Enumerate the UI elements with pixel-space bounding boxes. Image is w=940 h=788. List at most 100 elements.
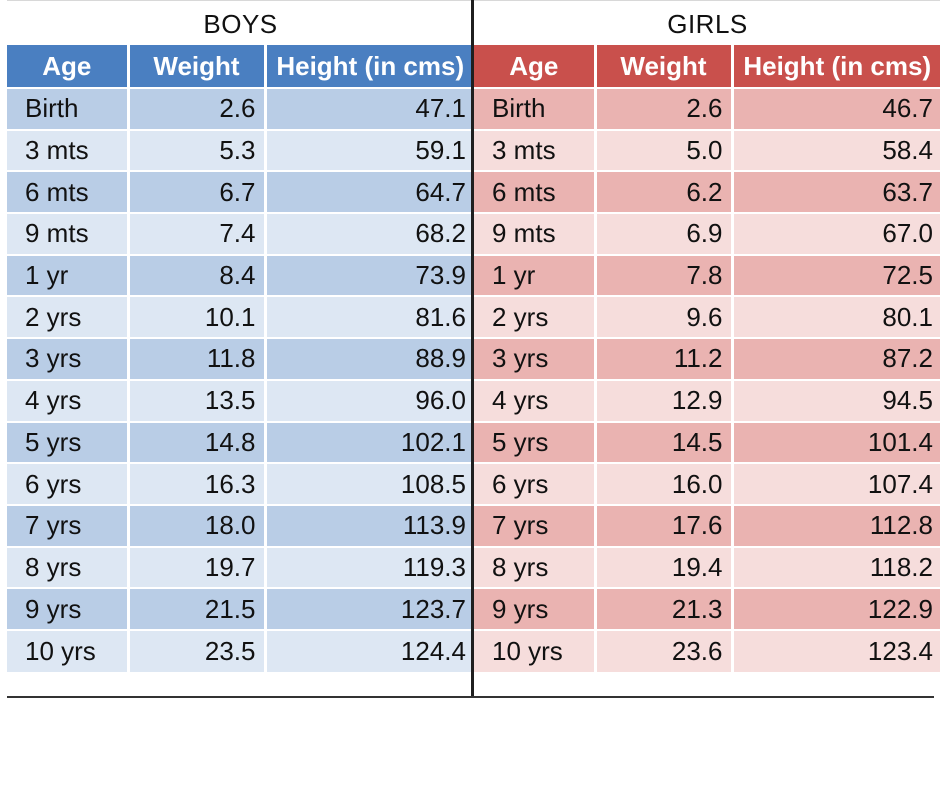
girls-age-cell: 10 yrs xyxy=(474,628,597,672)
girls-height-cell: 118.2 xyxy=(732,545,940,589)
boys-weight-cell: 23.5 xyxy=(128,628,267,672)
girls-weight-cell: 16.0 xyxy=(595,462,734,505)
boys-table: Age Weight Height (in cms) Birth 2.6 47.1 3… xyxy=(7,45,474,672)
boys-title: BOYS xyxy=(7,0,474,45)
boys-age-cell: 6 yrs xyxy=(7,462,130,505)
boys-weight-cell: 2.6 xyxy=(128,87,267,130)
girls-table-row: 7 yrs 17.6 112.8 xyxy=(474,503,940,547)
girls-weight-cell: 12.9 xyxy=(595,378,734,422)
girls-table-row: 5 yrs 14.5 101.4 xyxy=(474,420,940,464)
girls-header-age: Age xyxy=(474,45,597,88)
boys-height-cell: 102.1 xyxy=(265,420,474,464)
boys-height-cell: 113.9 xyxy=(265,503,474,547)
boys-height-cell: 73.9 xyxy=(265,253,474,297)
girls-height-cell: 80.1 xyxy=(732,295,940,339)
girls-table-row: 6 mts 6.2 63.7 xyxy=(474,170,940,214)
girls-age-cell: 7 yrs xyxy=(474,503,597,547)
boys-weight-cell: 6.7 xyxy=(128,170,267,214)
girls-age-cell: 6 yrs xyxy=(474,462,597,505)
girls-height-cell: 67.0 xyxy=(732,212,940,255)
boys-table-row: 2 yrs 10.1 81.6 xyxy=(7,295,474,339)
boys-weight-cell: 5.3 xyxy=(128,128,267,172)
girls-table-row: Birth 2.6 46.7 xyxy=(474,87,940,130)
girls-age-cell: 6 mts xyxy=(474,170,597,214)
boys-header-weight: Weight xyxy=(128,45,267,88)
boys-height-cell: 68.2 xyxy=(265,212,474,255)
boys-age-cell: 9 yrs xyxy=(7,587,130,630)
table-bottom-rule xyxy=(7,696,934,698)
girls-table-row: 1 yr 7.8 72.5 xyxy=(474,253,940,297)
boys-table-row: 9 mts 7.4 68.2 xyxy=(7,212,474,255)
boys-table-row: 8 yrs 19.7 119.3 xyxy=(7,545,474,589)
girls-weight-cell: 2.6 xyxy=(595,87,734,130)
girls-table-row: 3 yrs 11.2 87.2 xyxy=(474,337,940,380)
girls-height-cell: 123.4 xyxy=(732,628,940,672)
boys-table-row: 1 yr 8.4 73.9 xyxy=(7,253,474,297)
boys-height-cell: 96.0 xyxy=(265,378,474,422)
girls-panel: GIRLS Age Weight Height (in cms) Birth 2.… xyxy=(474,0,940,672)
boys-age-cell: 8 yrs xyxy=(7,545,130,589)
girls-table-row: 6 yrs 16.0 107.4 xyxy=(474,462,940,505)
girls-table-row: 8 yrs 19.4 118.2 xyxy=(474,545,940,589)
girls-table-row: 4 yrs 12.9 94.5 xyxy=(474,378,940,422)
girls-weight-cell: 14.5 xyxy=(595,420,734,464)
girls-height-cell: 94.5 xyxy=(732,378,940,422)
boys-weight-cell: 19.7 xyxy=(128,545,267,589)
girls-header-weight: Weight xyxy=(595,45,734,88)
boys-age-cell: 7 yrs xyxy=(7,503,130,547)
boys-table-row: 3 mts 5.3 59.1 xyxy=(7,128,474,172)
girls-age-cell: 9 yrs xyxy=(474,587,597,630)
girls-title: GIRLS xyxy=(474,0,940,45)
girls-height-cell: 63.7 xyxy=(732,170,940,214)
boys-table-row: Birth 2.6 47.1 xyxy=(7,87,474,130)
girls-age-cell: Birth xyxy=(474,87,597,130)
boys-table-row: 7 yrs 18.0 113.9 xyxy=(7,503,474,547)
boys-weight-cell: 7.4 xyxy=(128,212,267,255)
boys-age-cell: 1 yr xyxy=(7,253,130,297)
girls-weight-cell: 9.6 xyxy=(595,295,734,339)
boys-age-cell: Birth xyxy=(7,87,130,130)
boys-age-cell: 9 mts xyxy=(7,212,130,255)
girls-height-cell: 87.2 xyxy=(732,337,940,380)
boys-height-cell: 64.7 xyxy=(265,170,474,214)
girls-table-row: 3 mts 5.0 58.4 xyxy=(474,128,940,172)
girls-age-cell: 4 yrs xyxy=(474,378,597,422)
boys-age-cell: 10 yrs xyxy=(7,628,130,672)
girls-age-cell: 1 yr xyxy=(474,253,597,297)
girls-height-cell: 122.9 xyxy=(732,587,940,630)
girls-height-cell: 107.4 xyxy=(732,462,940,505)
boys-weight-cell: 14.8 xyxy=(128,420,267,464)
boys-table-row: 10 yrs 23.5 124.4 xyxy=(7,628,474,672)
boys-table-row: 4 yrs 13.5 96.0 xyxy=(7,378,474,422)
girls-header-row: Age Weight Height (in cms) xyxy=(474,45,940,88)
boys-age-cell: 3 yrs xyxy=(7,337,130,380)
girls-weight-cell: 17.6 xyxy=(595,503,734,547)
girls-weight-cell: 21.3 xyxy=(595,587,734,630)
boys-table-row: 6 yrs 16.3 108.5 xyxy=(7,462,474,505)
girls-age-cell: 3 yrs xyxy=(474,337,597,380)
girls-weight-cell: 6.2 xyxy=(595,170,734,214)
girls-weight-cell: 5.0 xyxy=(595,128,734,172)
girls-header-height: Height (in cms) xyxy=(732,45,940,88)
boys-weight-cell: 8.4 xyxy=(128,253,267,297)
boys-table-row: 3 yrs 11.8 88.9 xyxy=(7,337,474,380)
girls-height-cell: 112.8 xyxy=(732,503,940,547)
girls-table-row: 10 yrs 23.6 123.4 xyxy=(474,628,940,672)
girls-age-cell: 9 mts xyxy=(474,212,597,255)
boys-height-cell: 124.4 xyxy=(265,628,474,672)
boys-table-body: Birth 2.6 47.1 3 mts 5.3 59.1 6 mts 6.7 64.7 9 mt… xyxy=(7,87,474,672)
boys-table-row: 5 yrs 14.8 102.1 xyxy=(7,420,474,464)
boys-weight-cell: 16.3 xyxy=(128,462,267,505)
girls-table-row: 2 yrs 9.6 80.1 xyxy=(474,295,940,339)
boys-weight-cell: 11.8 xyxy=(128,337,267,380)
boys-height-cell: 59.1 xyxy=(265,128,474,172)
girls-weight-cell: 11.2 xyxy=(595,337,734,380)
boys-weight-cell: 13.5 xyxy=(128,378,267,422)
boys-age-cell: 5 yrs xyxy=(7,420,130,464)
girls-height-cell: 58.4 xyxy=(732,128,940,172)
boys-age-cell: 3 mts xyxy=(7,128,130,172)
boys-table-row: 9 yrs 21.5 123.7 xyxy=(7,587,474,630)
boys-weight-cell: 18.0 xyxy=(128,503,267,547)
girls-weight-cell: 23.6 xyxy=(595,628,734,672)
boys-age-cell: 4 yrs xyxy=(7,378,130,422)
